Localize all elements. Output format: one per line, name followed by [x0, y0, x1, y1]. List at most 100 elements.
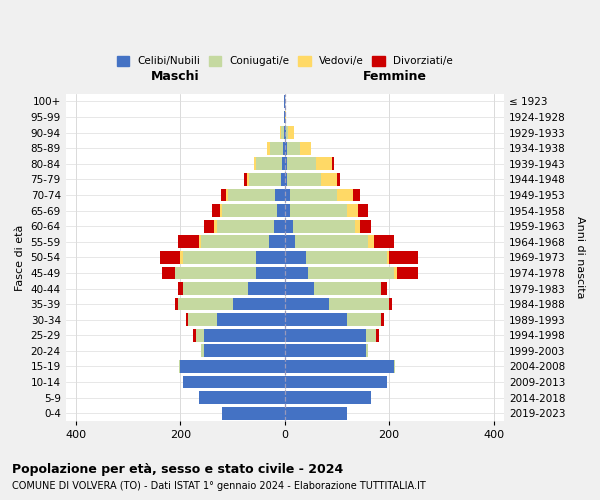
Bar — [212, 204, 220, 217]
Bar — [285, 407, 347, 420]
Bar — [316, 158, 332, 170]
Bar — [250, 173, 281, 186]
Bar — [329, 298, 389, 310]
Bar — [214, 220, 217, 232]
Bar — [281, 173, 285, 186]
Bar — [281, 126, 284, 139]
Bar — [275, 188, 285, 202]
Bar — [285, 376, 386, 388]
Bar — [175, 298, 178, 310]
Bar — [285, 298, 329, 310]
Bar — [217, 314, 285, 326]
Bar — [285, 251, 305, 264]
Bar — [183, 376, 285, 388]
Bar — [277, 204, 285, 217]
Bar — [256, 158, 282, 170]
Bar — [204, 344, 285, 357]
Bar — [269, 236, 285, 248]
Bar — [217, 220, 274, 232]
Bar — [256, 251, 285, 264]
Bar — [283, 142, 285, 154]
Bar — [274, 220, 285, 232]
Bar — [285, 173, 287, 186]
Bar — [293, 220, 355, 232]
Bar — [287, 158, 316, 170]
Bar — [358, 204, 368, 217]
Bar — [221, 188, 226, 202]
Text: Popolazione per età, sesso e stato civile - 2024: Popolazione per età, sesso e stato civil… — [12, 462, 343, 475]
Bar — [287, 142, 301, 154]
Bar — [382, 314, 384, 326]
Bar — [284, 126, 285, 139]
Bar — [347, 204, 358, 217]
Bar — [347, 314, 382, 326]
Bar — [244, 173, 247, 186]
Bar — [196, 329, 204, 342]
Bar — [181, 251, 183, 264]
Bar — [365, 344, 368, 357]
Bar — [185, 314, 188, 326]
Bar — [355, 220, 361, 232]
Bar — [199, 236, 202, 248]
Bar — [285, 188, 290, 202]
Bar — [256, 266, 285, 280]
Bar — [285, 158, 287, 170]
Bar — [247, 173, 250, 186]
Bar — [285, 266, 308, 280]
Bar — [287, 173, 322, 186]
Bar — [226, 188, 229, 202]
Bar — [389, 298, 392, 310]
Bar — [386, 251, 389, 264]
Bar — [204, 329, 285, 342]
Bar — [285, 344, 365, 357]
Bar — [361, 220, 371, 232]
Bar — [285, 204, 290, 217]
Bar — [222, 407, 285, 420]
Bar — [285, 282, 314, 295]
Bar — [290, 188, 337, 202]
Bar — [285, 360, 394, 373]
Bar — [285, 142, 287, 154]
Bar — [202, 344, 204, 357]
Bar — [285, 329, 365, 342]
Bar — [160, 251, 181, 264]
Bar — [290, 204, 347, 217]
Bar — [289, 126, 293, 139]
Text: COMUNE DI VOLVERA (TO) - Dati ISTAT 1° gennaio 2024 - Elaborazione TUTTITALIA.IT: COMUNE DI VOLVERA (TO) - Dati ISTAT 1° g… — [12, 481, 426, 491]
Bar — [204, 220, 214, 232]
Bar — [285, 236, 295, 248]
Text: Maschi: Maschi — [151, 70, 200, 83]
Bar — [337, 173, 340, 186]
Bar — [285, 391, 371, 404]
Bar — [282, 158, 285, 170]
Bar — [220, 204, 222, 217]
Bar — [332, 158, 334, 170]
Bar — [162, 266, 175, 280]
Bar — [285, 314, 347, 326]
Bar — [267, 142, 269, 154]
Bar — [397, 266, 418, 280]
Bar — [308, 266, 394, 280]
Bar — [188, 314, 217, 326]
Bar — [178, 282, 183, 295]
Bar — [175, 266, 256, 280]
Y-axis label: Anni di nascita: Anni di nascita — [575, 216, 585, 298]
Bar — [322, 173, 337, 186]
Bar — [286, 126, 289, 139]
Bar — [314, 282, 382, 295]
Bar — [389, 251, 418, 264]
Bar — [178, 298, 233, 310]
Bar — [222, 204, 277, 217]
Bar — [179, 360, 181, 373]
Bar — [382, 282, 386, 295]
Bar — [365, 329, 376, 342]
Bar — [183, 282, 248, 295]
Bar — [368, 236, 374, 248]
Bar — [295, 236, 368, 248]
Bar — [285, 220, 293, 232]
Bar — [285, 126, 286, 139]
Bar — [178, 236, 199, 248]
Y-axis label: Fasce di età: Fasce di età — [15, 224, 25, 290]
Bar — [254, 158, 256, 170]
Bar — [199, 391, 285, 404]
